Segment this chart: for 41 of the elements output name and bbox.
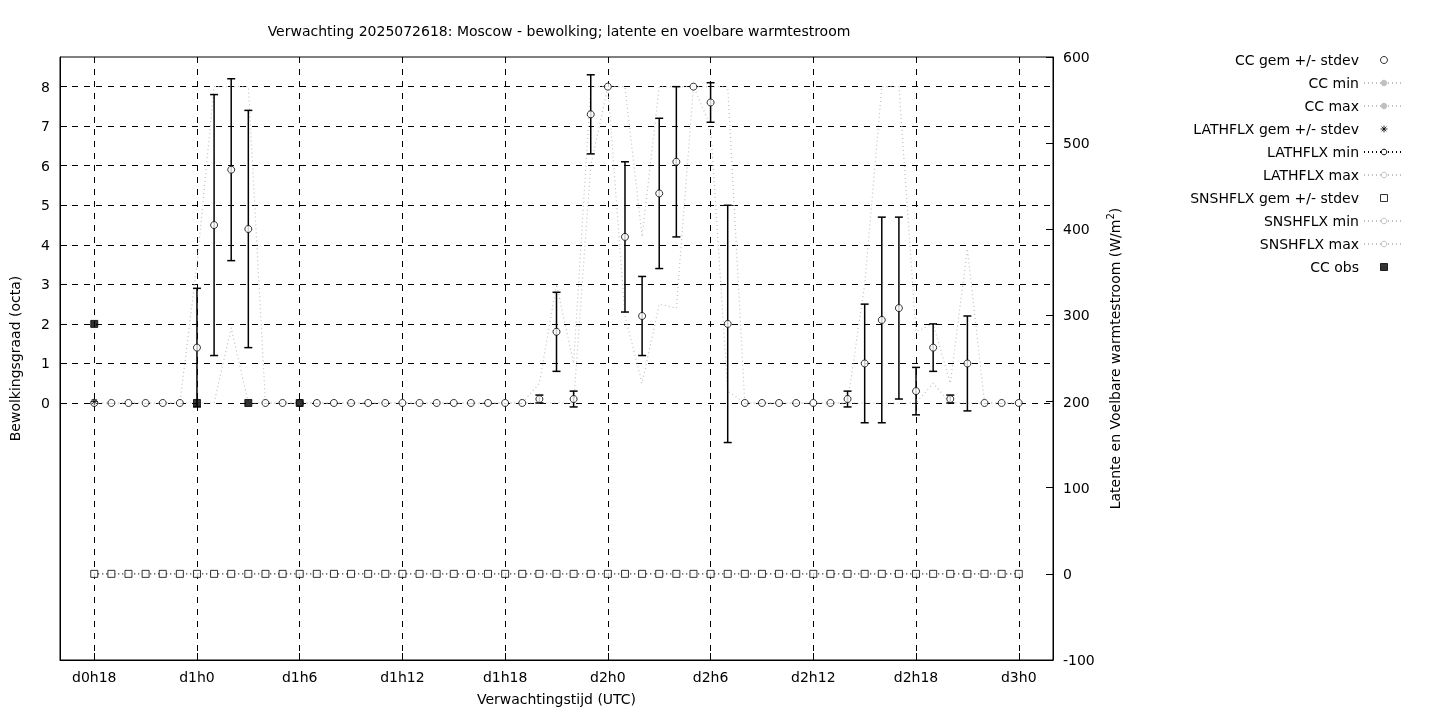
y2-tick-label: 600: [1063, 49, 1090, 65]
legend-label: SNSHFLX max: [1259, 236, 1359, 252]
y-tick-label: 1: [41, 355, 50, 372]
y2-tick-label: 100: [1063, 479, 1090, 496]
y2-tick-label: -100: [1063, 652, 1095, 668]
x-tick-label: d1h18: [482, 669, 528, 685]
legend-label: SNSHFLX min: [1263, 213, 1359, 229]
legend-label: CC min: [1308, 75, 1359, 91]
y2-tick-label: 500: [1063, 135, 1090, 152]
y-tick-label: 6: [41, 157, 51, 174]
y-tick-label: 5: [41, 197, 50, 214]
x-tick-label: d2h12: [791, 669, 836, 685]
y-tick-label: 0: [41, 394, 50, 411]
legend-label: CC max: [1304, 98, 1359, 114]
legend-label: LATHFLX gem +/- stdev: [1193, 121, 1359, 137]
legend-label: SNSHFLX gem +/- stdev: [1190, 190, 1359, 206]
x-axis-title: Verwachtingstijd (UTC): [476, 691, 637, 707]
legend-label: CC gem +/- stdev: [1234, 52, 1359, 68]
y-tick-label: 4: [41, 236, 51, 253]
x-tick-label: d1h12: [380, 669, 425, 685]
y-tick-label: 2: [41, 315, 50, 332]
y2-tick-label: 200: [1063, 393, 1090, 410]
x-tick-label: d2h0: [590, 669, 626, 685]
x-tick-label: d1h6: [281, 669, 318, 685]
legend-label: LATHFLX min: [1267, 144, 1359, 160]
x-tick-label: d1h0: [179, 669, 215, 685]
legend-label: CC obs: [1310, 259, 1359, 275]
y-tick-label: 3: [41, 276, 50, 293]
x-tick-label: d2h6: [692, 669, 729, 685]
y-tick-label: 8: [41, 78, 50, 95]
y2-tick-label: 300: [1063, 307, 1090, 324]
legend-label: LATHFLX max: [1262, 167, 1359, 183]
x-tick-label: d2h18: [893, 669, 939, 685]
y2-axis-title: Latente en Voelbare warmtestroom (W/m2): [1105, 207, 1123, 510]
y-axis-title: Bewolkingsgraad (octa): [7, 275, 23, 442]
y2-tick-label: 0: [1063, 565, 1072, 582]
chart-title: Verwachting 2025072618: Moscow - bewolking; latente en voelbare warmtestroom: [267, 23, 851, 39]
x-tick-label: d0h18: [72, 669, 117, 685]
x-tick-label: d3h0: [1000, 669, 1037, 685]
y-tick-label: 7: [41, 118, 50, 135]
y2-tick-label: 400: [1063, 221, 1090, 238]
